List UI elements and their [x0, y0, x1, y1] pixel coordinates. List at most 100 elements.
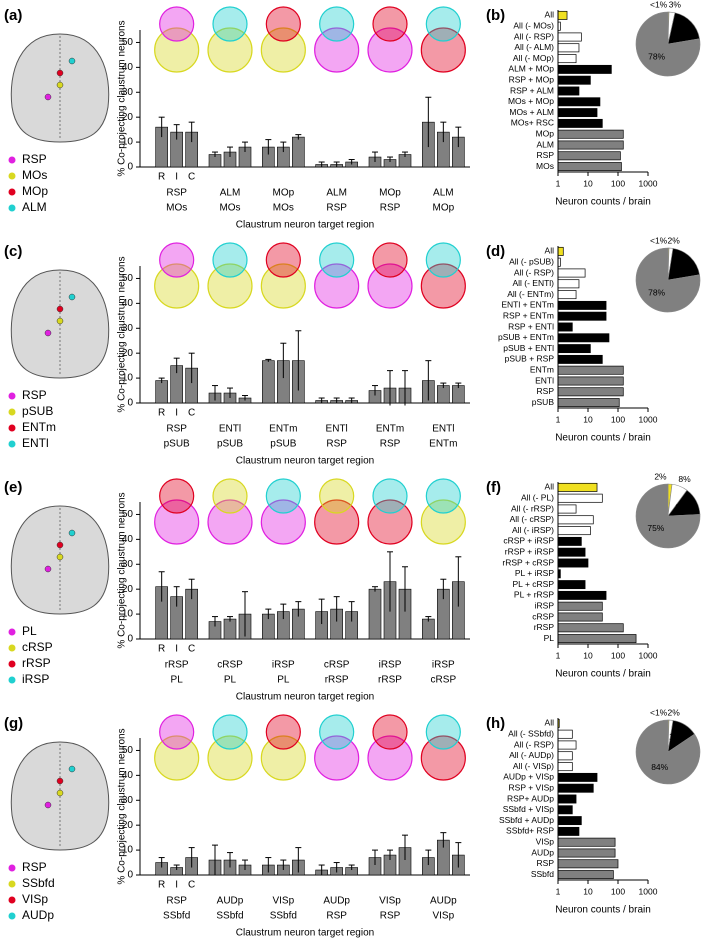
venn-bottom [154, 263, 200, 309]
legend-dot [8, 156, 16, 164]
venn-top [265, 6, 301, 42]
x-axis-title: Claustrum neuron target region [236, 456, 374, 467]
legend-dot [8, 188, 16, 196]
x-category-label: PL [171, 675, 184, 686]
y-category-label: VISp [536, 836, 555, 846]
legend-dot [8, 660, 16, 668]
x-category-label: VISp [272, 896, 294, 907]
brain-dot [68, 57, 76, 65]
venn-bottom [314, 499, 360, 545]
pie-label: 2% [654, 471, 667, 481]
pie-slice [635, 247, 701, 313]
y-category-label: pSUB + RSP [505, 354, 555, 364]
y-category-label: SSbfd + VISp [503, 804, 555, 814]
x-axis-title: Claustrum neuron target region [236, 692, 374, 703]
venn-top [319, 6, 355, 42]
bar [557, 859, 619, 869]
y-tick-label: 10 [122, 137, 134, 148]
y-tick-label: 30 [122, 795, 134, 806]
legend-dot [8, 424, 16, 432]
y-category-label: PL + rRSP [514, 590, 554, 600]
panel-label: (e) [4, 479, 22, 496]
legend-dot [8, 408, 16, 416]
bar [557, 848, 616, 858]
legend-label: ENTm [22, 420, 56, 434]
y-category-label: All (- SSbfd) [508, 728, 554, 738]
x-tick-label: 1000 [639, 886, 658, 896]
y-tick-label: 30 [122, 87, 134, 98]
bar [557, 580, 586, 590]
legend-dot [8, 440, 16, 448]
x-category-label: VISp [379, 896, 401, 907]
x-category-label: pSUB [270, 439, 296, 450]
venn-bottom [420, 735, 466, 781]
venn-top [372, 714, 408, 750]
bar [557, 751, 573, 761]
bar [557, 504, 577, 514]
bar [557, 344, 591, 354]
brain-dot [44, 801, 52, 809]
pie-label: <1% [650, 707, 668, 717]
venn-top [372, 242, 408, 278]
y-category-label: RSP + ENTm [503, 310, 554, 320]
y-category-label: cRSP + iRSP [503, 536, 554, 546]
brain-dot [56, 69, 64, 77]
bar [557, 536, 582, 546]
y-category-label: SSbfd + AUDp [499, 815, 554, 825]
x-tick-label: 1000 [639, 178, 658, 188]
x-category-label: RSP [166, 896, 187, 907]
venn-top [212, 478, 248, 514]
x-tick-label: 100 [611, 414, 625, 424]
y-tick-label: 0 [127, 398, 133, 409]
bar-label: R [158, 644, 165, 655]
venn-bottom [260, 263, 306, 309]
bar [557, 547, 586, 557]
x-category-label: RSP [166, 188, 187, 199]
legend-dot [8, 644, 16, 652]
x-category-label: ENTl [432, 424, 454, 435]
y-category-label: All (- AUDp) [509, 750, 554, 760]
x-category-label: ENTm [429, 439, 457, 450]
legend-dot [8, 880, 16, 888]
legend-dot [8, 392, 16, 400]
x-category-label: MOs [273, 203, 294, 214]
x-axis-title: Neuron counts / brain [555, 197, 651, 208]
x-tick-label: 1 [556, 886, 561, 896]
bar [557, 526, 591, 536]
x-category-label: RSP [326, 439, 347, 450]
y-axis-title: % Co-projecting claustrum neurons [117, 492, 128, 648]
venn-bottom [367, 735, 413, 781]
x-category-label: RSP [380, 911, 401, 922]
y-category-label: RSP + MOp [509, 74, 555, 84]
x-tick-label: 1 [556, 414, 561, 424]
y-category-label: All (- cRSP) [510, 514, 555, 524]
bar [557, 75, 591, 85]
panel-label: (h) [486, 715, 505, 732]
y-category-label: rRSP + iRSP [505, 546, 555, 556]
bar [557, 151, 621, 161]
venn-top [265, 714, 301, 750]
venn-bottom [420, 499, 466, 545]
bar-label: R [158, 408, 165, 419]
legend-dot [8, 172, 16, 180]
y-category-label: All (- PL) [521, 492, 554, 502]
x-tick-label: 10 [583, 178, 593, 188]
legend-label: rRSP [22, 656, 51, 670]
y-category-label: pSUB [532, 397, 555, 407]
venn-bottom [367, 27, 413, 73]
bar [155, 380, 168, 404]
legend-label: cRSP [22, 640, 53, 654]
y-tick-label: 20 [122, 112, 134, 123]
y-axis-title: % Co-projecting claustrum neurons [117, 20, 128, 176]
y-category-label: All [545, 482, 555, 492]
x-tick-label: 100 [611, 178, 625, 188]
y-category-label: ENTl + ENTm [501, 300, 554, 310]
pie-slice [635, 11, 701, 77]
pie-slice [635, 483, 701, 549]
bar-label: R [158, 880, 165, 891]
x-axis-title: Neuron counts / brain [555, 905, 651, 916]
bar [557, 376, 624, 386]
bar [557, 279, 580, 289]
bar [368, 588, 382, 640]
legend-label: AUDp [22, 908, 54, 922]
